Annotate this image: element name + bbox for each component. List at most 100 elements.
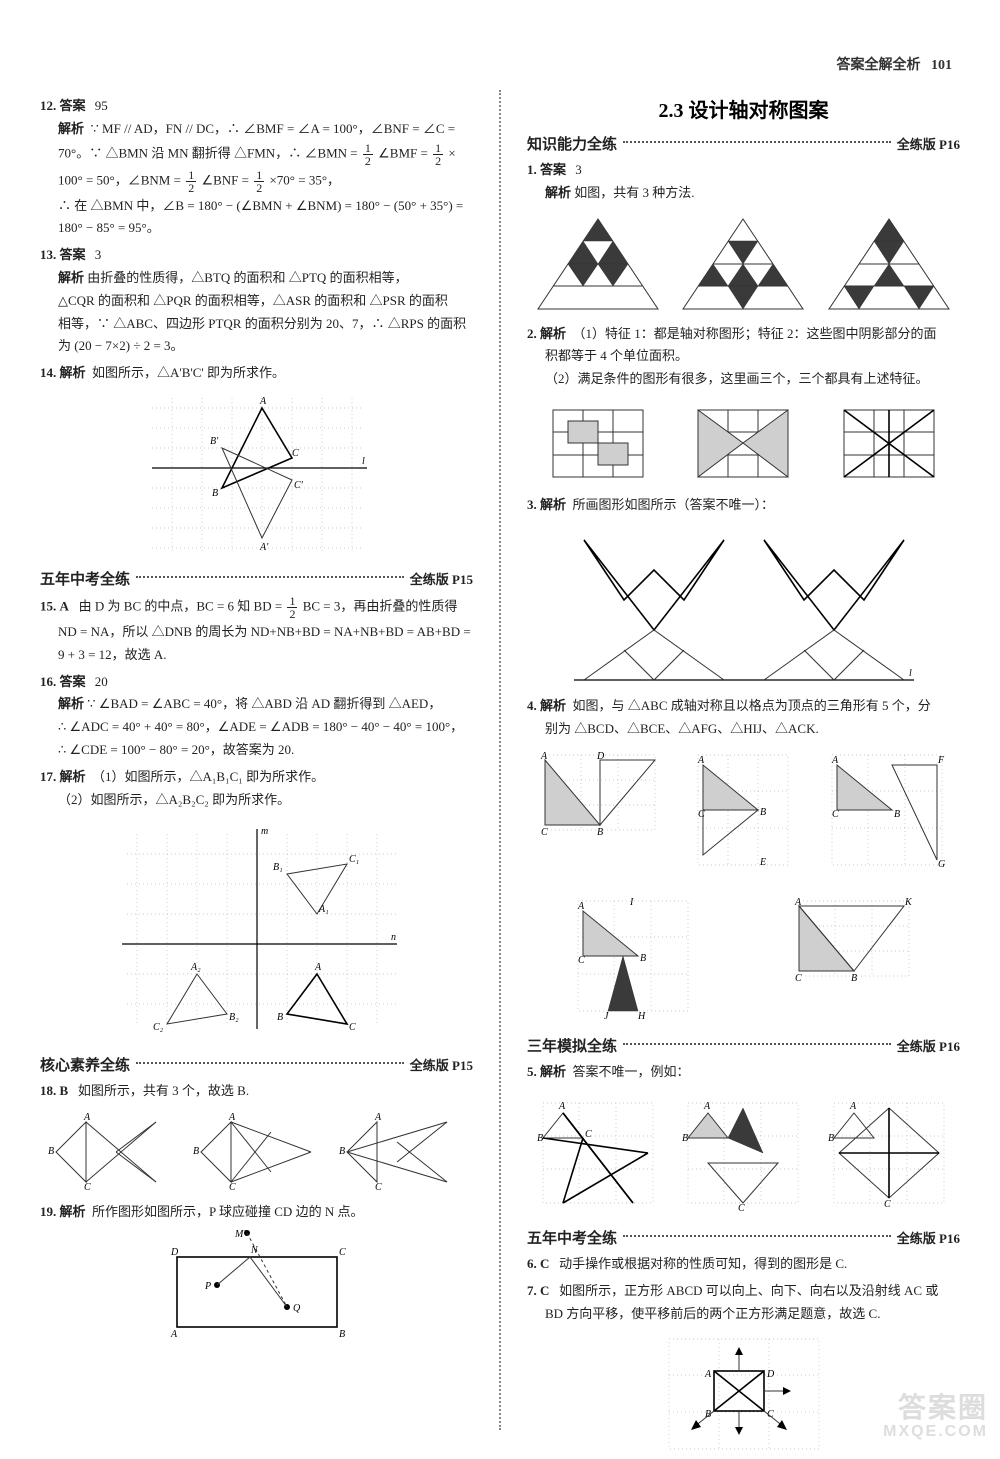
rq1-tri1 — [533, 214, 663, 314]
svg-text:B₁: B₁ — [273, 862, 283, 873]
rq3: 3. 解析 所画图形如图所示（答案不唯一）： l — [527, 495, 960, 690]
svg-text:B: B — [760, 807, 766, 818]
q14: 14. 解析 如图所示，△A'B'C' 即为所求作。 l ACB B'C'A' — [40, 363, 473, 558]
svg-text:J: J — [604, 1011, 609, 1021]
q18-fig1: A B C — [46, 1112, 176, 1192]
svg-text:C: C — [349, 1022, 356, 1033]
svg-text:B: B — [193, 1146, 199, 1157]
svg-text:A: A — [831, 755, 839, 766]
svg-text:A: A — [259, 396, 267, 407]
svg-text:C: C — [375, 1182, 382, 1192]
q17: 17. 解析 （1）如图所示，△A₁B₁C₁ 即为所求作。 （2）如图所示，△A… — [40, 767, 473, 1045]
svg-text:B: B — [339, 1329, 345, 1340]
section-core: 核心素养全练 全练版 P15 — [40, 1054, 473, 1075]
svg-text:D: D — [170, 1247, 179, 1258]
svg-text:Q: Q — [293, 1303, 301, 1314]
q15: 15. A 由 D 为 BC 的中点，BC = 6 知 BD = 12 BC =… — [40, 595, 473, 666]
rq4-f4: AICB JH — [568, 891, 698, 1021]
svg-text:A': A' — [259, 542, 269, 553]
svg-text:B₂: B₂ — [229, 1012, 239, 1023]
svg-text:A: A — [704, 1369, 712, 1380]
header-page: 101 — [931, 58, 952, 73]
svg-text:I: I — [629, 897, 634, 908]
svg-text:A₂: A₂ — [190, 962, 201, 973]
svg-text:l: l — [909, 668, 912, 679]
svg-text:C₂: C₂ — [153, 1022, 164, 1033]
q14-figure: l ACB B'C'A' — [142, 388, 372, 558]
rq2: 2. 解析 （1）特征 1：都是轴对称图形；特征 2：这些图中阴影部分的面 积都… — [527, 324, 960, 489]
q13: 13. 答案 3 解析 由折叠的性质得，△BTQ 的面积和 △PTQ 的面积相等… — [40, 245, 473, 357]
rq5-f3: ABC — [824, 1093, 954, 1213]
left-column: 12. 答案 95 解析 ∵ MF // AD，FN // DC，∴ ∠BMF … — [40, 90, 473, 1430]
svg-text:F: F — [937, 755, 945, 766]
rq5-f1: A B C — [533, 1093, 663, 1213]
svg-text:C: C — [795, 973, 802, 984]
svg-text:P: P — [204, 1281, 211, 1292]
rq2-fig3 — [834, 400, 944, 485]
q12: 12. 答案 95 解析 ∵ MF // AD，FN // DC，∴ ∠BMF … — [40, 96, 473, 239]
svg-text:A: A — [794, 897, 802, 908]
svg-text:A: A — [703, 1101, 711, 1112]
two-column-layout: 12. 答案 95 解析 ∵ MF // AD，FN // DC，∴ ∠BMF … — [40, 90, 960, 1430]
svg-text:A₁: A₁ — [318, 904, 329, 915]
dots — [136, 576, 404, 578]
svg-text:A: A — [170, 1329, 178, 1340]
rq2-fig2 — [688, 400, 798, 485]
rq4-f1: ADCB — [535, 745, 665, 840]
svg-text:C: C — [339, 1247, 346, 1258]
rq4-f3: AFCBG — [822, 745, 952, 875]
rq6: 6. C 动手操作或根据对称的性质可知，得到的图形是 C. — [527, 1254, 960, 1275]
svg-text:A: A — [849, 1101, 857, 1112]
svg-text:C: C — [541, 827, 548, 838]
svg-text:E: E — [759, 857, 766, 868]
svg-text:C: C — [578, 955, 585, 966]
svg-text:C: C — [585, 1129, 592, 1140]
svg-text:C: C — [229, 1182, 236, 1192]
svg-text:B: B — [537, 1133, 543, 1144]
svg-text:C: C — [698, 809, 705, 820]
svg-text:C: C — [832, 809, 839, 820]
header-title: 答案全解全析 — [837, 58, 921, 73]
q18-fig2: A B C — [191, 1112, 321, 1192]
svg-text:C': C' — [294, 480, 304, 491]
svg-text:B: B — [828, 1133, 834, 1144]
q18-fig3: ABC — [337, 1112, 467, 1192]
svg-text:n: n — [391, 932, 396, 943]
svg-text:A: A — [558, 1101, 566, 1112]
rq2-fig1 — [543, 400, 653, 485]
section-knowledge: 知识能力全练 全练版 P16 — [527, 133, 960, 154]
chapter-title: 2.3 设计轴对称图案 — [527, 94, 960, 123]
q19-figure: D C A B P Q M' N — [147, 1227, 367, 1347]
svg-text:D: D — [596, 751, 605, 762]
svg-text:B: B — [851, 973, 857, 984]
section-five-year-r: 五年中考全练 全练版 P16 — [527, 1227, 960, 1248]
section-five-year: 五年中考全练 全练版 P15 — [40, 568, 473, 589]
svg-text:A: A — [83, 1112, 91, 1123]
svg-text:A: A — [540, 751, 548, 762]
rq4-f5: A K C B — [789, 891, 919, 986]
svg-text:A: A — [228, 1112, 236, 1123]
rq1: 1. 答案 3 解析 如图，共有 3 种方法. — [527, 160, 960, 318]
svg-text:m: m — [261, 826, 268, 837]
svg-text:B: B — [277, 1012, 283, 1023]
rq1-tri2 — [678, 214, 808, 314]
section-three-year: 三年模拟全练 全练版 P16 — [527, 1035, 960, 1056]
svg-text:N: N — [250, 1245, 259, 1256]
svg-text:G: G — [938, 859, 945, 870]
rq3-figure: l — [564, 520, 924, 690]
rq7-figure: AD BC — [659, 1329, 829, 1459]
rq4: 4. 解析 如图，与 △ABC 成轴对称且以格点为顶点的三角形有 5 个，分 别… — [527, 696, 960, 1026]
svg-text:B: B — [212, 488, 218, 499]
svg-text:K: K — [904, 897, 913, 908]
svg-text:C: C — [84, 1182, 91, 1192]
svg-text:M': M' — [234, 1229, 246, 1240]
q17-figure: m n ABC A₁B₁C₁ A₂B₂C₂ — [107, 814, 407, 1044]
svg-text:H: H — [637, 1011, 646, 1021]
svg-text:B: B — [682, 1133, 688, 1144]
rq1-tri3 — [824, 214, 954, 314]
q16: 16. 答案 20 解析 ∵ ∠BAD = ∠ABC = 40°，将 △ABD … — [40, 672, 473, 761]
q18: 18. B 如图所示，共有 3 个，故选 B. ABC ABC ABC — [40, 1081, 473, 1196]
svg-text:B: B — [48, 1146, 54, 1157]
rq5-f2: ABC — [678, 1093, 808, 1213]
rq4-f2: ACBE — [688, 745, 798, 875]
